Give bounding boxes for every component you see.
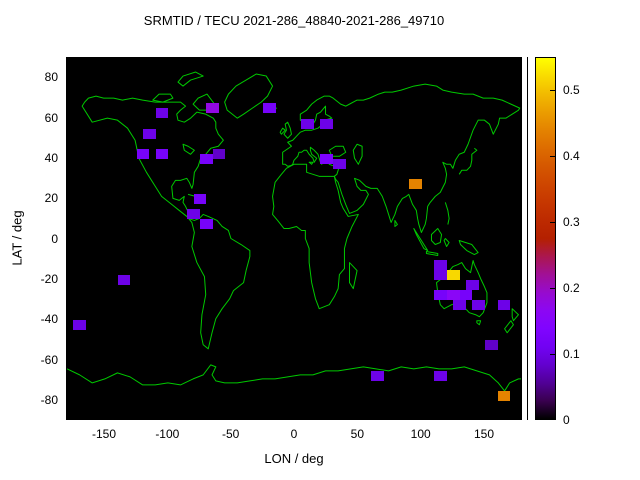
colorbar-tick-mark xyxy=(550,354,555,355)
heatmap-cell xyxy=(155,108,169,119)
coastline-madagascar xyxy=(349,263,357,289)
coastline-britain xyxy=(284,122,292,138)
coastline-great-lakes xyxy=(183,144,194,154)
heatmap-cell xyxy=(472,300,485,311)
heatmap-cell xyxy=(485,340,498,351)
heatmap-cell xyxy=(155,148,169,159)
coastline-antarctica xyxy=(67,365,521,391)
x-tick-label: 50 xyxy=(350,427,365,441)
colorbar-tick-mark xyxy=(550,222,555,223)
heatmap-cell xyxy=(187,209,200,220)
heatmap-cell xyxy=(143,128,156,139)
colorbar-tick-mark xyxy=(550,90,555,91)
heatmap-cell xyxy=(434,259,447,270)
world-map xyxy=(67,58,521,419)
y-tick-label: 40 xyxy=(44,150,58,165)
heatmap-cell xyxy=(447,269,460,280)
x-tick-label: -150 xyxy=(91,427,117,441)
coastline-ellesmere-island xyxy=(178,72,203,86)
coastline-new-zealand-north xyxy=(512,309,518,321)
coastline-victoria-island xyxy=(153,94,173,102)
coastline-philippines xyxy=(445,202,449,224)
colorbar-tick-mark xyxy=(550,156,555,157)
heatmap-cell xyxy=(200,219,213,230)
colorbar-tick-label: 0.5 xyxy=(563,83,580,97)
heatmap-cell xyxy=(434,289,447,300)
heatmap-cell xyxy=(212,148,226,159)
coastline-caspian-sea xyxy=(353,144,362,164)
colorbar-separator-line xyxy=(527,57,528,420)
coastline-sicily xyxy=(309,162,313,164)
heatmap-cell xyxy=(200,153,213,164)
heatmap-cell xyxy=(447,289,460,300)
coastline-americas xyxy=(82,96,250,349)
x-tick-label: -100 xyxy=(155,427,180,441)
colorbar xyxy=(535,57,556,420)
heatmap-cell xyxy=(466,279,479,290)
colorbar-tick-mark xyxy=(550,419,555,420)
heatmap-cell xyxy=(409,179,422,190)
x-tick-label: 0 xyxy=(290,427,298,441)
coastline-java xyxy=(426,252,437,256)
heatmap-cell xyxy=(136,148,150,159)
colorbar-tick-label: 0.3 xyxy=(563,215,580,229)
heatmap-cell xyxy=(193,194,207,205)
colorbar-tick-label: 0.2 xyxy=(563,281,580,295)
y-tick-label: -20 xyxy=(40,271,58,286)
heatmap-cell xyxy=(459,289,473,300)
y-tick-label: -40 xyxy=(40,312,58,327)
plot-area xyxy=(66,57,522,420)
heatmap-cell xyxy=(320,118,333,129)
heatmap-cell xyxy=(333,158,346,169)
colorbar-tick-label: 0.4 xyxy=(563,149,580,163)
x-axis-label: LON / deg xyxy=(264,451,324,466)
heatmap-cell xyxy=(371,370,384,381)
coastline-africa xyxy=(273,164,359,308)
coastline-greenland xyxy=(225,74,273,118)
heatmap-cell xyxy=(434,370,447,381)
x-tick-label: -50 xyxy=(221,427,240,441)
y-tick-label: 80 xyxy=(44,70,58,85)
coastline-borneo xyxy=(431,228,441,244)
coastline-eurasia xyxy=(283,84,520,232)
heatmap-cell xyxy=(206,103,219,114)
heatmap-cell xyxy=(453,300,466,311)
y-tick-label: -80 xyxy=(40,392,58,407)
coastline-sri-lanka xyxy=(395,220,398,226)
heatmap-cell xyxy=(117,274,131,285)
heatmap-cell xyxy=(320,153,333,164)
coastline-sulawesi xyxy=(444,239,449,247)
colorbar-tick-label: 0.1 xyxy=(563,347,580,361)
heatmap-cell xyxy=(497,390,511,401)
heatmap-cell xyxy=(263,103,276,114)
y-tick-label: 20 xyxy=(44,191,58,206)
x-tick-label: 150 xyxy=(473,427,495,441)
heatmap-cell xyxy=(497,300,511,311)
coastline-sumatra xyxy=(414,228,428,250)
heatmap-cell xyxy=(301,118,314,129)
coastline-new-zealand-south xyxy=(505,321,514,333)
colorbar-tick-label: 0 xyxy=(563,413,570,427)
coastline-new-guinea xyxy=(459,241,478,255)
coastline-japan xyxy=(459,148,477,174)
chart-title: SRMTID / TECU 2021-286_48840-2021-286_49… xyxy=(143,13,445,28)
x-tick-label: 100 xyxy=(410,427,431,441)
y-tick-label: -60 xyxy=(40,352,58,367)
colorbar-tick-mark xyxy=(550,288,555,289)
heatmap-cell xyxy=(434,269,447,280)
y-tick-label: 60 xyxy=(44,110,58,125)
heatmap-cell xyxy=(73,320,86,331)
coastline-tasmania xyxy=(477,321,481,325)
coastline-ireland xyxy=(280,128,285,134)
y-tick-label: 0 xyxy=(51,231,58,246)
